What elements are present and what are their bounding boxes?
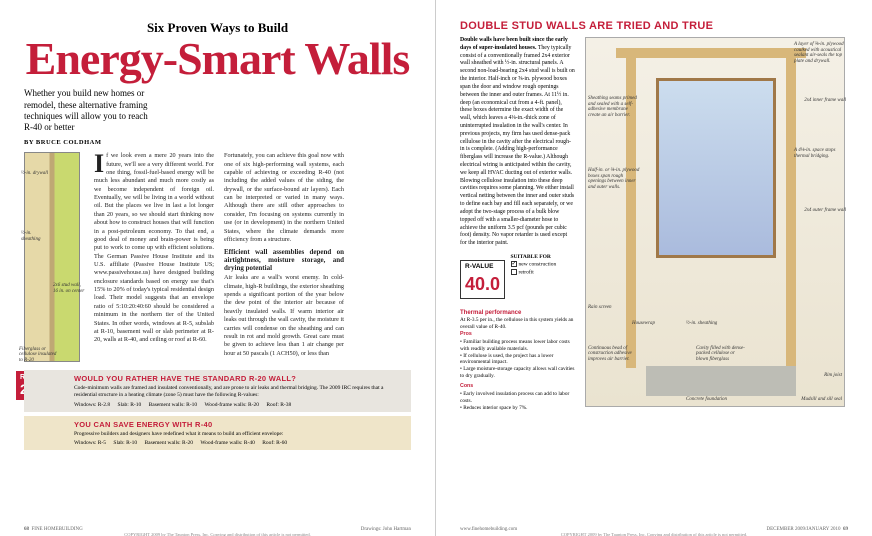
box-r40-i3: Wood-frame walls: R-40: [200, 440, 255, 446]
copyright-right: COPYRIGHT 2009 by The Taunton Press, Inc…: [436, 532, 872, 536]
body-col-2b: Air leaks are a wall's worst enemy. In c…: [224, 274, 344, 356]
callout-mudsill: Mudsill and sill seal: [801, 397, 842, 403]
pros-cons: Pros Familiar building process means low…: [460, 331, 575, 412]
pro-2: Large moisture-storage capacity allows w…: [460, 366, 575, 380]
callout-cavity: Cavity filled with dense-packed cellulos…: [696, 346, 748, 363]
bottom-callouts: WOULD YOU RATHER HAVE THE STANDARD R-20 …: [24, 370, 411, 449]
right-text-col: Double walls have been built since the e…: [460, 37, 575, 415]
box-r20-i0: Windows: R-2.8: [74, 402, 110, 408]
box-r20-body: Code-minimum walls are framed and insula…: [74, 385, 407, 399]
rvalue-40-box: R-VALUE 40.0: [460, 260, 505, 299]
box-r20-head: WOULD YOU RATHER HAVE THE STANDARD R-20 …: [74, 374, 407, 383]
pro-1: If cellulose is used, the project has a …: [460, 353, 575, 367]
callout-rim: Rim joist: [824, 373, 842, 379]
callout-adhesive: Continuous bead of construction adhesive…: [588, 346, 640, 363]
subhead-1: Efficient wall assemblies depend on airt…: [224, 248, 344, 272]
body-col-2: Fortunately, you can achieve this goal n…: [224, 152, 344, 362]
right-headline: DOUBLE STUD WALLS ARE TRIED AND TRUE: [460, 20, 848, 32]
copyright-left: COPYRIGHT 2009 by The Taunton Press, Inc…: [0, 532, 435, 536]
dropcap: I: [94, 152, 106, 175]
check-retrofit-icon: [511, 269, 517, 275]
suitable-for: SUITABLE FOR new construction retrofit: [511, 254, 557, 277]
thermal-body: At R-3.5 per in., the cellulose in this …: [460, 317, 575, 331]
box-r40-i4: Roof: R-60: [262, 440, 287, 446]
con-0: Early involved insulation process can ad…: [460, 391, 575, 405]
callout-ply-box: Half-in. or ⅝-in. plywood boxes span rou…: [588, 168, 640, 190]
rvalue-40-label: R-VALUE: [465, 263, 493, 270]
cons-head: Cons: [460, 383, 575, 390]
box-r20-list: Windows: R-2.8 Slab: R-10 Basement walls…: [74, 402, 407, 408]
callout-inner-wall: 2x4 inner frame wall: [804, 98, 846, 104]
callout-sheathing-seal: Sheathing seams primed and sealed with a…: [588, 96, 640, 118]
box-r20: WOULD YOU RATHER HAVE THE STANDARD R-20 …: [24, 370, 411, 411]
magazine-spread: Six Proven Ways to Build Energy-Smart Wa…: [0, 0, 872, 536]
callout-rainscreen: Rain screen: [588, 305, 612, 311]
deck: Whether you build new homes or remodel, …: [24, 88, 154, 133]
headline: Energy-Smart Walls: [24, 38, 411, 80]
suitable-opt2: retrofit: [519, 269, 534, 275]
box-r20-i3: Wood-frame walls: R-20: [204, 402, 259, 408]
con-1: Reduces interior space by 7%.: [460, 405, 575, 412]
box-r40-head: YOU CAN SAVE ENERGY WITH R-40: [74, 420, 407, 429]
box-r20-i2: Basement walls: R-10: [149, 402, 198, 408]
illus-concrete: [646, 366, 796, 396]
illus-label-insul: Fiberglass or cellulose insulated to R-2…: [19, 347, 59, 364]
callout-housewrap: Housewrap: [632, 321, 655, 327]
suitable-opt1: new construction: [519, 262, 557, 268]
pros-head: Pros: [460, 331, 575, 338]
box-r40-list: Windows: R-5 Slab: R-10 Basement walls: …: [74, 440, 407, 446]
check-newcon-icon: [511, 261, 517, 267]
pros-list: Familiar building process means lower la…: [460, 339, 575, 380]
callout-outer-wall: 2x4 outer frame wall: [804, 208, 846, 214]
body-col-1: I f we look even a mere 20 years into th…: [94, 152, 214, 362]
body-col-2a: Fortunately, you can achieve this goal n…: [224, 152, 344, 243]
illus-stud-inner: [786, 58, 796, 368]
box-r40-i0: Windows: R-5: [74, 440, 106, 446]
double-stud-illustration: A layer of ⅝-in. plywood caulked with ac…: [585, 37, 848, 415]
illus-top-plate: [616, 48, 806, 58]
suitable-head: SUITABLE FOR: [511, 254, 551, 260]
callout-foundation: Concrete foundation: [686, 397, 727, 403]
box-r20-i1: Slab: R-10: [118, 402, 142, 408]
callout-top-plate: A layer of ⅝-in. plywood caulked with ac…: [794, 42, 846, 64]
box-r40-i2: Basement walls: R-20: [144, 440, 193, 446]
thermal-head: Thermal performance: [460, 309, 575, 317]
right-body: They typically consist of a conventional…: [460, 45, 575, 246]
box-r40-body: Progressive builders and designers have …: [74, 431, 407, 438]
illus-label-drywall: ½-in. drywall: [21, 171, 49, 177]
pro-0: Familiar building process means lower la…: [460, 339, 575, 353]
callout-gap: A 4⅛-in. space stops thermal bridging.: [794, 148, 846, 159]
page-right: DOUBLE STUD WALLS ARE TRIED AND TRUE Dou…: [436, 0, 872, 536]
illus-window: [656, 78, 776, 258]
box-r40: YOU CAN SAVE ENERGY WITH R-40 Progressiv…: [24, 416, 411, 450]
box-r40-i1: Slab: R-10: [113, 440, 137, 446]
body-col-1-text: f we look even a mere 20 years into the …: [94, 152, 214, 343]
cons-list: Early involved insulation process can ad…: [460, 391, 575, 412]
byline: BY BRUCE COLDHAM: [24, 139, 154, 146]
page-left: Six Proven Ways to Build Energy-Smart Wa…: [0, 0, 436, 536]
illus-label-sheathing: ½-in. sheathing: [21, 231, 51, 242]
wall-illustration-r20: ½-in. drywall ½-in. sheathing 2x6 stud w…: [24, 152, 84, 362]
callout-sheathing: ½-in. sheathing: [686, 321, 717, 327]
illus-label-stud: 2x6 stud wall, 16 in. on center: [53, 283, 87, 294]
rvalue-40-num: 40.0: [465, 274, 500, 294]
box-r20-i4: Roof: R-38: [266, 402, 291, 408]
